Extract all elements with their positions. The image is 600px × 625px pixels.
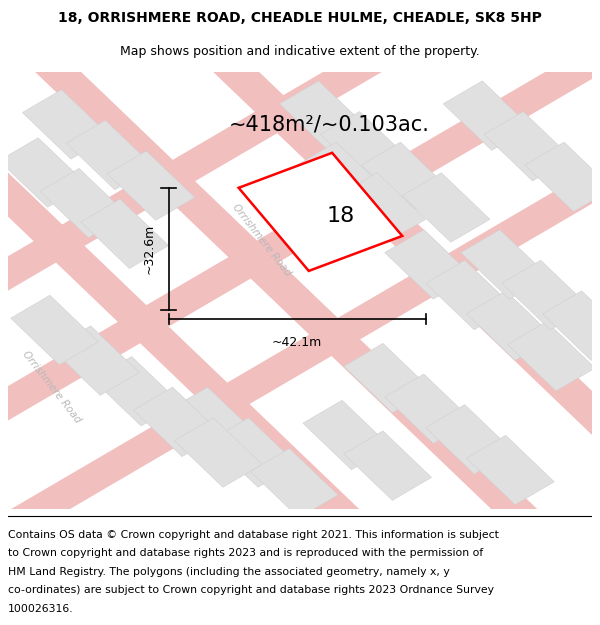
Polygon shape bbox=[467, 291, 554, 361]
Polygon shape bbox=[508, 321, 595, 391]
Polygon shape bbox=[52, 326, 139, 396]
Polygon shape bbox=[542, 291, 600, 361]
Polygon shape bbox=[169, 387, 256, 457]
Text: co-ordinates) are subject to Crown copyright and database rights 2023 Ordnance S: co-ordinates) are subject to Crown copyr… bbox=[8, 585, 494, 595]
Polygon shape bbox=[338, 173, 425, 242]
Polygon shape bbox=[175, 418, 262, 488]
Polygon shape bbox=[280, 81, 367, 151]
Text: 18, ORRISHMERE ROAD, CHEADLE HULME, CHEADLE, SK8 5HP: 18, ORRISHMERE ROAD, CHEADLE HULME, CHEA… bbox=[58, 11, 542, 25]
Text: ~32.6m: ~32.6m bbox=[143, 224, 155, 274]
Polygon shape bbox=[425, 404, 514, 474]
Polygon shape bbox=[344, 343, 431, 413]
Polygon shape bbox=[303, 400, 391, 470]
Polygon shape bbox=[0, 138, 87, 208]
Text: Contains OS data © Crown copyright and database right 2021. This information is : Contains OS data © Crown copyright and d… bbox=[8, 530, 499, 540]
Text: HM Land Registry. The polygons (including the associated geometry, namely x, y: HM Land Registry. The polygons (includin… bbox=[8, 567, 449, 577]
Polygon shape bbox=[502, 260, 589, 330]
Polygon shape bbox=[22, 89, 110, 159]
Text: ~418m²/~0.103ac.: ~418m²/~0.103ac. bbox=[229, 114, 430, 134]
Polygon shape bbox=[0, 0, 600, 598]
Polygon shape bbox=[361, 142, 449, 212]
Polygon shape bbox=[107, 151, 195, 221]
Polygon shape bbox=[402, 173, 490, 242]
Polygon shape bbox=[484, 111, 572, 181]
Polygon shape bbox=[0, 0, 600, 521]
Polygon shape bbox=[250, 448, 338, 518]
Polygon shape bbox=[133, 387, 221, 457]
Text: ~42.1m: ~42.1m bbox=[272, 336, 322, 349]
Polygon shape bbox=[425, 260, 514, 330]
Polygon shape bbox=[0, 0, 600, 598]
Polygon shape bbox=[11, 295, 98, 365]
Polygon shape bbox=[92, 356, 180, 426]
Text: 18: 18 bbox=[327, 206, 355, 226]
Polygon shape bbox=[461, 229, 548, 299]
Polygon shape bbox=[209, 418, 297, 488]
Polygon shape bbox=[344, 431, 431, 501]
Polygon shape bbox=[385, 374, 472, 444]
Polygon shape bbox=[320, 111, 408, 181]
Text: to Crown copyright and database rights 2023 and is reproduced with the permissio: to Crown copyright and database rights 2… bbox=[8, 548, 483, 558]
Text: Orrishmere Road: Orrishmere Road bbox=[231, 202, 293, 278]
Polygon shape bbox=[239, 152, 402, 271]
Polygon shape bbox=[81, 199, 169, 269]
Polygon shape bbox=[0, 87, 600, 625]
Polygon shape bbox=[297, 142, 385, 212]
Text: Orrishmere Road: Orrishmere Road bbox=[20, 349, 83, 425]
Polygon shape bbox=[467, 435, 554, 505]
Polygon shape bbox=[40, 168, 128, 238]
Polygon shape bbox=[0, 0, 496, 598]
Polygon shape bbox=[525, 142, 600, 212]
Polygon shape bbox=[66, 120, 154, 190]
Polygon shape bbox=[443, 81, 531, 151]
Polygon shape bbox=[385, 229, 472, 299]
Text: 100026316.: 100026316. bbox=[8, 604, 73, 614]
Text: Map shows position and indicative extent of the property.: Map shows position and indicative extent… bbox=[120, 45, 480, 58]
